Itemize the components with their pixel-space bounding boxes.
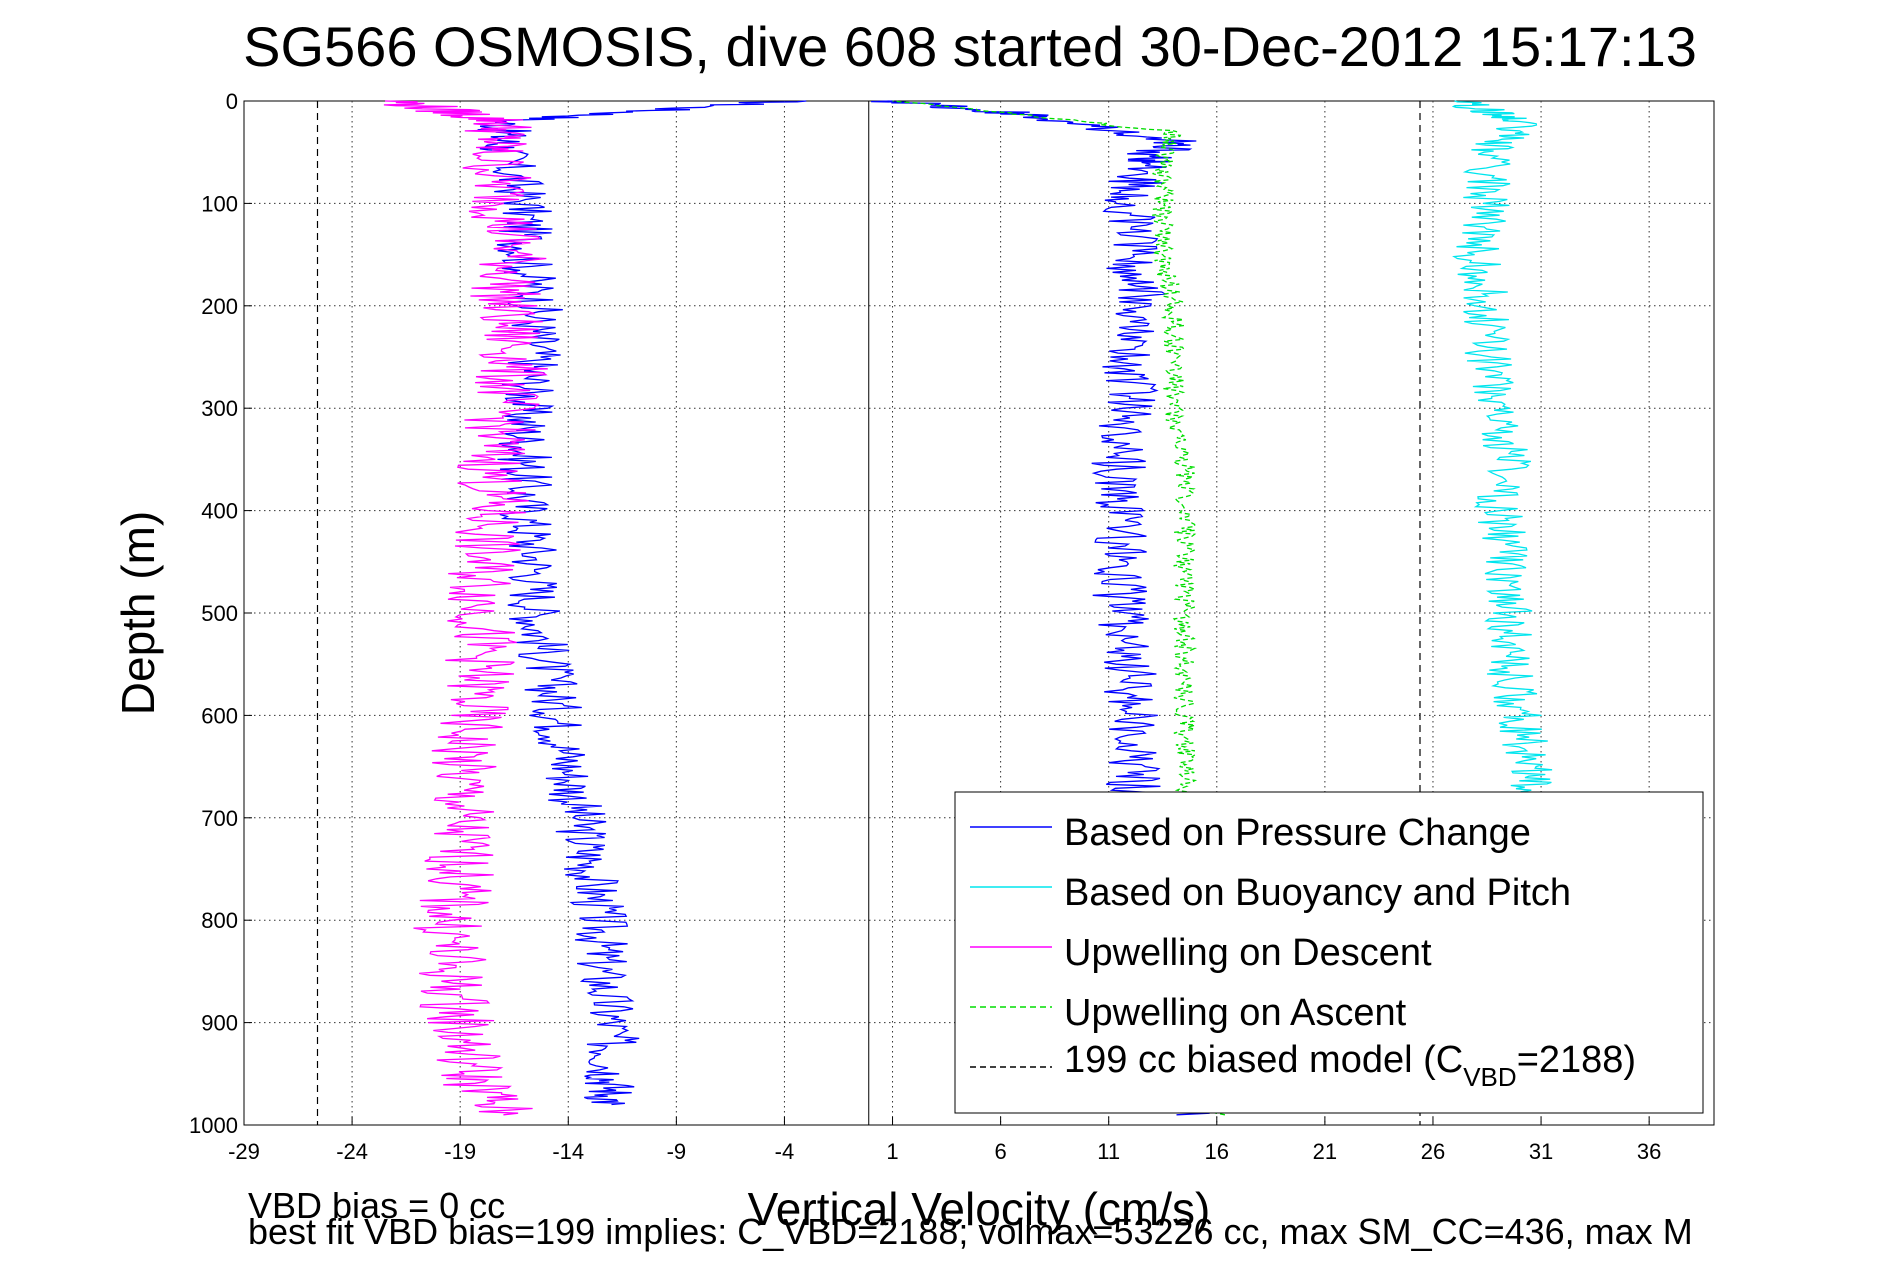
tick-labels: -29 -24 -19 -14 -9 -4 1 6 11 16 21 26 31 360100200300…	[189, 89, 1661, 1164]
legend-model-tail: =2188)	[1517, 1039, 1636, 1081]
y-tick-label: 500	[201, 601, 238, 626]
x-tick-label: -9	[667, 1139, 687, 1164]
legend-swatches	[970, 826, 1052, 1068]
x-tick-label: -29	[228, 1139, 260, 1164]
x-tick-label: 31	[1529, 1139, 1553, 1164]
vbd-bias-text: VBD bias = 0 cc	[248, 1185, 505, 1226]
best-fit-text: best fit VBD bias=199 implies: C_VBD=218…	[248, 1211, 1693, 1252]
x-tick-label: 36	[1637, 1139, 1661, 1164]
legend-box	[954, 791, 1704, 1114]
x-tick-label: 21	[1313, 1139, 1337, 1164]
x-tick-label: 16	[1205, 1139, 1229, 1164]
y-tick-label: 600	[201, 703, 238, 728]
y-tick-label: 700	[201, 806, 238, 831]
legend: Based on Pressure Change Based on Buoyan…	[954, 791, 1704, 1114]
x-tick-label: 26	[1421, 1139, 1445, 1164]
y-tick-label: 800	[201, 908, 238, 933]
y-tick-label: 400	[201, 499, 238, 524]
y-tick-label: 100	[201, 191, 238, 216]
series-line-2-ascent	[1451, 100, 1553, 809]
x-tick-label: -14	[552, 1139, 584, 1164]
legend-label-upwelling-descent: Upwelling on Descent	[1064, 932, 1432, 974]
x-tick-label: -19	[444, 1139, 476, 1164]
legend-label-buoyancy: Based on Buoyancy and Pitch	[1064, 872, 1571, 914]
legend-model-main: 199 cc biased model (C	[1064, 1039, 1463, 1081]
x-tick-label: -24	[336, 1139, 368, 1164]
legend-model-subscript: VBD	[1463, 1062, 1516, 1092]
x-tick-label: 6	[994, 1139, 1006, 1164]
y-tick-label: 0	[226, 89, 238, 114]
legend-label-pressure: Based on Pressure Change	[1064, 812, 1531, 854]
y-tick-label: 900	[201, 1011, 238, 1036]
series-line-3-descent	[383, 100, 548, 1116]
y-tick-label: 1000	[189, 1113, 238, 1138]
x-axis-label: Vertical Velocity (cm/s)	[748, 1183, 1211, 1235]
grid	[243, 100, 1714, 1126]
y-tick-label: 200	[201, 294, 238, 319]
x-tick-label: 1	[886, 1139, 898, 1164]
x-tick-label: 11	[1097, 1139, 1120, 1164]
y-axis-label: Depth (m)	[112, 511, 164, 715]
series-line-1-descent	[477, 100, 807, 1106]
chart-title: SG566 OSMOSIS, dive 608 started 30-Dec-2…	[243, 15, 1697, 78]
y-tick-label: 300	[201, 396, 238, 421]
x-tick-label: -4	[775, 1139, 795, 1164]
legend-label-biased-model: 199 cc biased model (CVBD=2188)	[1064, 1039, 1636, 1092]
legend-label-upwelling-ascent: Upwelling on Ascent	[1064, 992, 1407, 1034]
